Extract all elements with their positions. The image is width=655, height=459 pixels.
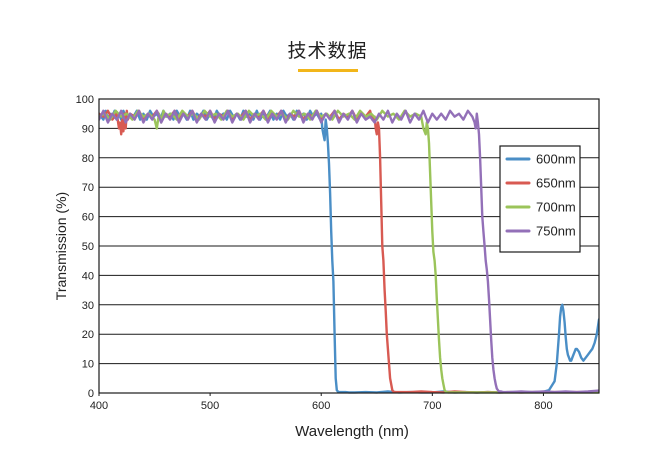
y-tick-label: 40	[82, 270, 94, 282]
x-tick-label: 700	[423, 400, 441, 412]
legend-label: 650nm	[536, 176, 576, 191]
series-line-700nm	[99, 109, 599, 394]
legend-box	[499, 145, 581, 253]
y-tick-label: 30	[82, 300, 94, 312]
page-title: 技术数据	[287, 40, 368, 62]
y-tick-label: 10	[82, 359, 94, 371]
y-tick-label: 100	[76, 94, 94, 106]
legend-label: 700nm	[536, 200, 576, 215]
legend-label: 750nm	[536, 224, 576, 239]
y-tick-label: 80	[82, 153, 94, 165]
y-tick-label: 90	[82, 123, 94, 135]
x-tick-label: 400	[90, 400, 108, 412]
series-line-750nm	[99, 109, 599, 394]
page-header: 技术数据	[0, 36, 655, 72]
x-tick-label: 500	[201, 400, 219, 412]
title-underline	[297, 69, 358, 72]
y-tick-label: 20	[82, 329, 94, 341]
x-axis-label: Wavelength (nm)	[295, 423, 409, 440]
x-tick-label: 800	[534, 400, 552, 412]
y-tick-label: 60	[82, 212, 94, 224]
y-tick-label: 50	[82, 241, 94, 253]
y-tick-label: 0	[88, 388, 94, 400]
plot-frame	[98, 98, 600, 394]
y-tick-label: 70	[82, 182, 94, 194]
y-axis-label: Transmission (%)	[53, 192, 69, 300]
x-tick-label: 600	[312, 400, 330, 412]
legend-label: 600nm	[536, 152, 576, 167]
